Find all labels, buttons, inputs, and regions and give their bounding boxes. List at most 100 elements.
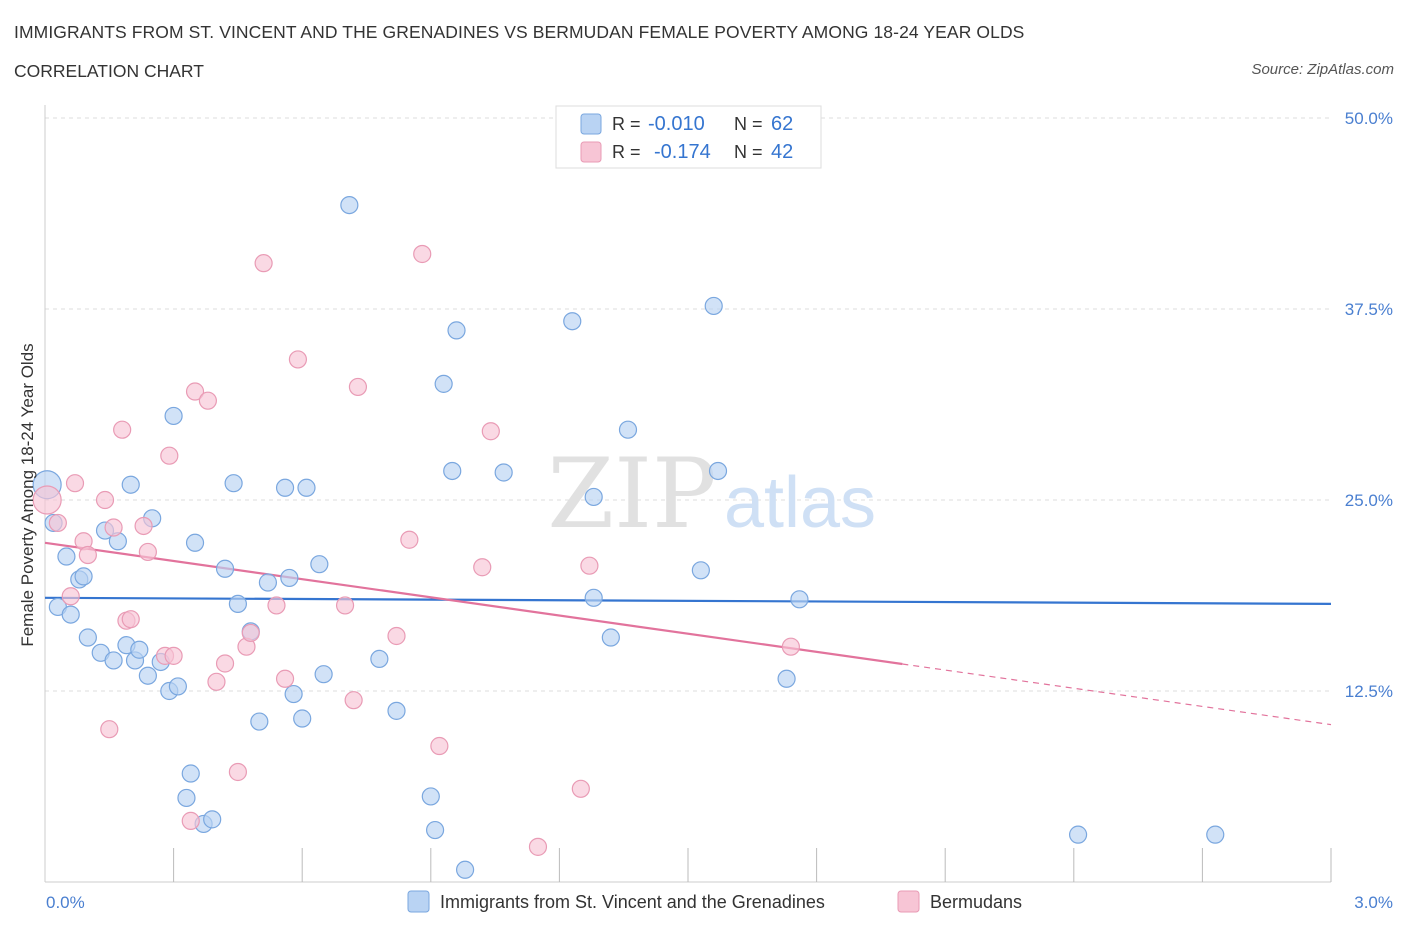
point-blue-38 — [310, 555, 329, 574]
point-pink-20 — [207, 672, 226, 691]
point-pink-36 — [473, 558, 492, 577]
point-pink-11 — [121, 610, 140, 629]
legend-r-label-pink: R = — [612, 142, 641, 162]
point-blue-31 — [250, 712, 269, 731]
point-pink-17 — [181, 811, 200, 830]
point-blue-21 — [168, 677, 187, 696]
point-blue-33 — [275, 478, 295, 497]
point-pink-24 — [241, 623, 260, 643]
point-pink-1 — [48, 513, 67, 533]
point-blue-6 — [74, 567, 93, 586]
legend-r-label-blue: R = — [612, 114, 641, 134]
trend-lines — [44, 541, 1332, 726]
chart-title: IMMIGRANTS FROM ST. VINCENT AND THE GREN… — [14, 22, 1025, 42]
point-blue-47 — [447, 321, 466, 340]
point-pink-26 — [267, 596, 286, 615]
x-tick-label-min: 0.0% — [46, 893, 85, 912]
point-pink-29 — [335, 596, 355, 615]
point-blue-53 — [601, 628, 620, 647]
trend-line-pink — [44, 541, 903, 666]
point-pink-39 — [571, 779, 590, 798]
legend-swatch-pink — [580, 141, 602, 163]
point-pink-6 — [95, 490, 115, 510]
point-blue-44 — [425, 820, 445, 840]
y-tick-label-1: 25.0% — [1345, 491, 1393, 510]
point-blue-23 — [181, 764, 200, 783]
point-pink-30 — [344, 691, 363, 710]
point-pink-18 — [185, 382, 205, 401]
legend-r-value-pink: -0.174 — [654, 141, 711, 163]
point-blue-55 — [691, 561, 710, 580]
point-pink-12 — [134, 516, 153, 536]
point-blue-35 — [284, 684, 303, 704]
point-blue-34 — [280, 568, 299, 588]
point-blue-50 — [563, 312, 582, 331]
point-pink-13 — [138, 542, 157, 562]
series-legend-swatch-blue — [407, 890, 430, 913]
point-blue-10 — [104, 651, 123, 670]
point-blue-60 — [1068, 825, 1088, 844]
point-pink-28 — [288, 350, 308, 369]
y-tick-labels: 12.5% 25.0% 37.5% 50.0% — [1345, 109, 1393, 701]
point-pink-40 — [580, 556, 599, 575]
y-tick-label-2: 37.5% — [1345, 300, 1393, 319]
chart-subtitle: CORRELATION CHART — [14, 61, 204, 81]
point-blue-29 — [228, 594, 247, 614]
point-blue-57 — [704, 296, 723, 316]
point-pink-35 — [430, 736, 449, 756]
point-blue-15 — [130, 640, 149, 659]
point-blue-59 — [790, 590, 809, 609]
watermark-zip: ZIP — [547, 438, 716, 550]
trend-line-blue — [44, 596, 1332, 606]
point-blue-39 — [314, 665, 333, 684]
legend-n-label-pink: N = — [734, 142, 763, 162]
series-legend: Immigrants from St. Vincent and the Gren… — [407, 890, 1022, 913]
point-pink-7 — [100, 720, 119, 739]
y-axis-label: Female Poverty Among 18-24 Year Olds — [18, 343, 37, 646]
point-pink-37 — [481, 422, 500, 441]
point-blue-42 — [387, 701, 406, 720]
point-pink-25 — [254, 254, 273, 273]
watermark: ZIP atlas — [547, 438, 876, 550]
point-blue-40 — [340, 195, 359, 215]
point-pink-38 — [528, 837, 548, 856]
point-blue-58 — [777, 669, 796, 688]
point-blue-61 — [1206, 825, 1225, 844]
point-pink-8 — [104, 518, 123, 537]
point-blue-28 — [224, 474, 243, 493]
stats-legend: R = -0.010 N = 62 R = -0.174 N = 42 — [555, 105, 822, 169]
point-blue-22 — [177, 788, 196, 808]
point-blue-16 — [138, 666, 157, 685]
point-pink-34 — [413, 244, 432, 264]
point-blue-32 — [258, 573, 278, 592]
point-pink-19 — [198, 391, 217, 410]
point-pink-31 — [348, 377, 368, 397]
point-blue-46 — [443, 461, 462, 481]
data-points — [32, 195, 1225, 879]
source-credit: Source: ZipAtlas.com — [1251, 61, 1394, 78]
point-blue-52 — [584, 588, 603, 607]
point-pink-32 — [387, 626, 406, 646]
point-pink-3 — [65, 474, 85, 493]
point-pink-5 — [78, 545, 97, 565]
point-pink-41 — [781, 637, 800, 656]
point-blue-51 — [584, 487, 603, 507]
series-legend-swatch-pink — [897, 890, 920, 913]
series-legend-label-pink: Bermudans — [930, 892, 1022, 912]
point-pink-16 — [164, 646, 183, 665]
point-pink-21 — [215, 654, 235, 673]
point-pink-9 — [113, 420, 132, 439]
point-blue-4 — [61, 605, 80, 624]
legend-n-value-pink: 42 — [771, 141, 793, 163]
point-pink-0 — [32, 485, 62, 515]
y-tick-label-3: 50.0% — [1345, 109, 1393, 128]
point-blue-49 — [494, 463, 513, 482]
point-blue-48 — [455, 860, 475, 879]
point-blue-54 — [618, 420, 638, 439]
point-blue-36 — [293, 709, 312, 728]
point-pink-2 — [61, 587, 80, 606]
point-pink-27 — [275, 669, 295, 688]
series-legend-label-blue: Immigrants from St. Vincent and the Gren… — [440, 892, 825, 912]
point-blue-56 — [708, 461, 728, 481]
